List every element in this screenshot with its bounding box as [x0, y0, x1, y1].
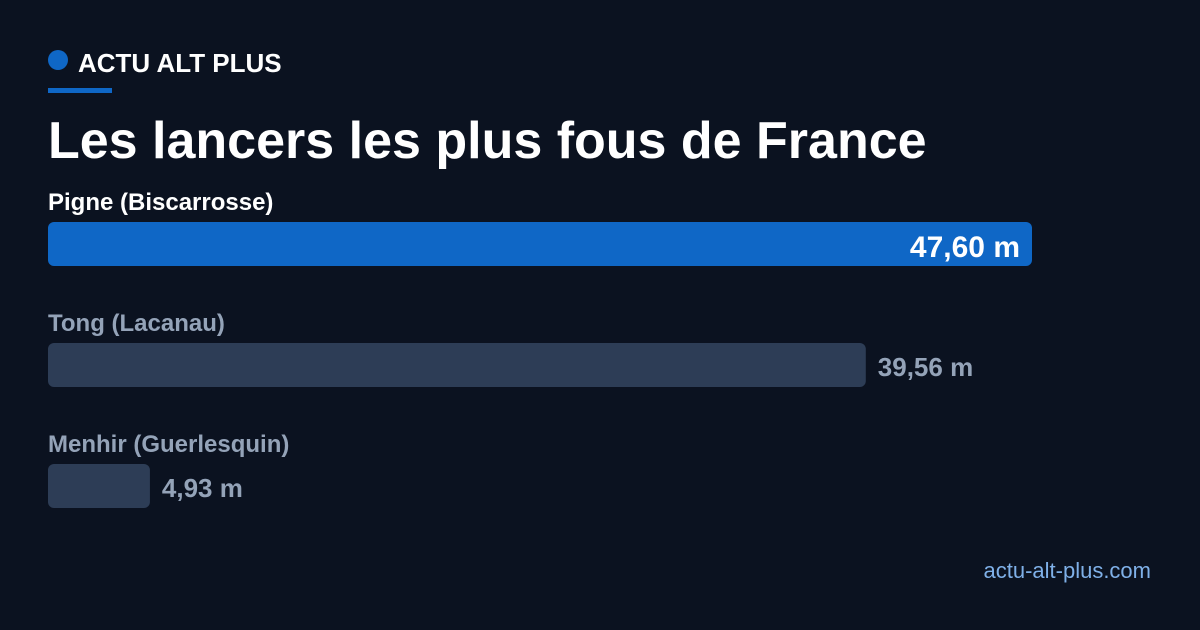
- chart-title: Les lancers les plus fous de France: [48, 112, 927, 170]
- bar: [48, 343, 866, 387]
- bar: [48, 464, 150, 508]
- category-label: Menhir (Guerlesquin): [48, 431, 289, 458]
- brand-dot: [48, 50, 68, 70]
- value-label: 4,93 m: [162, 473, 243, 503]
- category-label: Tong (Lacanau): [48, 310, 225, 337]
- value-label: 47,60 m: [910, 231, 1020, 264]
- category-label: Pigne (Biscarrosse): [48, 189, 273, 216]
- brand-underline: [48, 88, 112, 93]
- value-label: 39,56 m: [878, 352, 973, 382]
- footer[interactable]: actu-alt-plus.com: [983, 558, 1151, 583]
- brand: ACTU ALT PLUS: [78, 48, 282, 78]
- bar: [48, 222, 1032, 266]
